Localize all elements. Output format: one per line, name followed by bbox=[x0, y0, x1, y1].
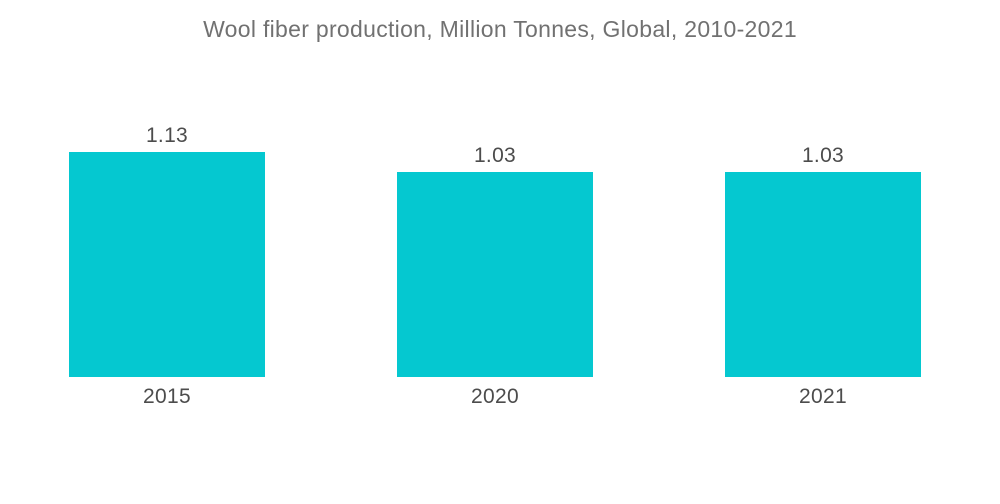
bar-value-label: 1.03 bbox=[473, 144, 517, 167]
chart-title: Wool fiber production, Million Tonnes, G… bbox=[203, 16, 797, 42]
bar bbox=[69, 152, 265, 377]
bar-value-label: 1.13 bbox=[145, 124, 189, 147]
bar bbox=[725, 172, 921, 377]
x-axis-label: 2015 bbox=[143, 385, 191, 408]
x-axis-label: 2020 bbox=[471, 385, 519, 408]
bar-value-label: 1.03 bbox=[801, 144, 845, 167]
x-axis-label: 2021 bbox=[799, 385, 847, 408]
bar bbox=[397, 172, 593, 377]
